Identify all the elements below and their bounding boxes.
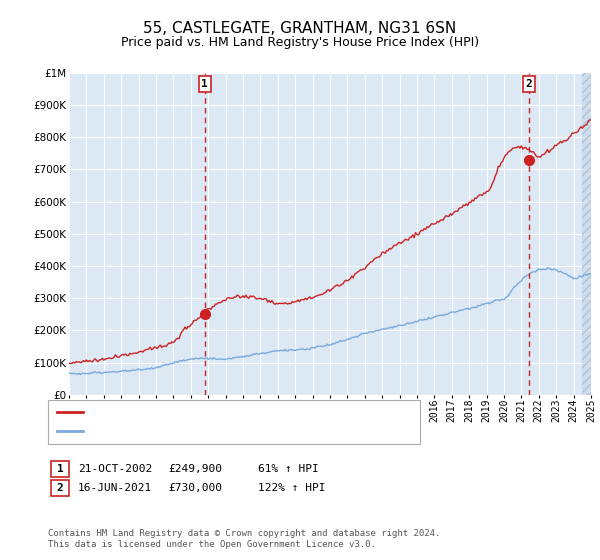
Text: Contains HM Land Registry data © Crown copyright and database right 2024.: Contains HM Land Registry data © Crown c…: [48, 529, 440, 538]
Text: 16-JUN-2021: 16-JUN-2021: [78, 483, 152, 493]
Text: £249,900: £249,900: [168, 464, 222, 474]
Text: 21-OCT-2002: 21-OCT-2002: [78, 464, 152, 474]
Text: HPI: Average price, detached house, South Kesteven: HPI: Average price, detached house, Sout…: [87, 426, 400, 436]
Text: 1: 1: [202, 80, 208, 89]
Text: £730,000: £730,000: [168, 483, 222, 493]
Text: 2: 2: [526, 80, 533, 89]
Text: 1: 1: [56, 464, 64, 474]
Text: 122% ↑ HPI: 122% ↑ HPI: [258, 483, 325, 493]
Text: 61% ↑ HPI: 61% ↑ HPI: [258, 464, 319, 474]
Text: 55, CASTLEGATE, GRANTHAM, NG31 6SN (detached house): 55, CASTLEGATE, GRANTHAM, NG31 6SN (deta…: [87, 407, 406, 417]
Text: This data is licensed under the Open Government Licence v3.0.: This data is licensed under the Open Gov…: [48, 540, 376, 549]
Text: 55, CASTLEGATE, GRANTHAM, NG31 6SN: 55, CASTLEGATE, GRANTHAM, NG31 6SN: [143, 21, 457, 36]
Text: 2: 2: [56, 483, 64, 493]
Text: Price paid vs. HM Land Registry's House Price Index (HPI): Price paid vs. HM Land Registry's House …: [121, 36, 479, 49]
Polygon shape: [582, 73, 591, 395]
